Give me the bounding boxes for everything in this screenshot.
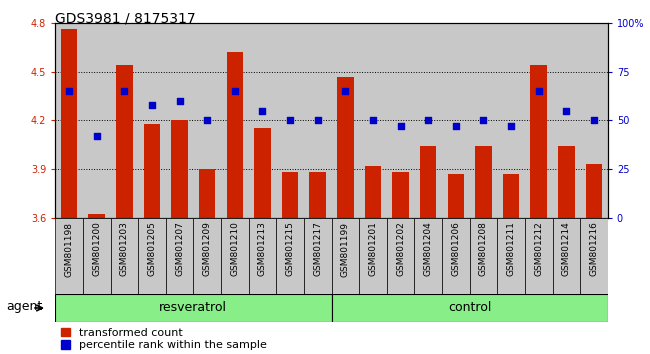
Bar — [525, 218, 552, 294]
Bar — [415, 218, 442, 294]
Text: GSM801209: GSM801209 — [203, 222, 212, 276]
Text: GSM801203: GSM801203 — [120, 222, 129, 276]
Text: GSM801201: GSM801201 — [369, 222, 378, 276]
Legend: transformed count, percentile rank within the sample: transformed count, percentile rank withi… — [61, 328, 266, 350]
Text: GSM801215: GSM801215 — [285, 222, 294, 276]
Bar — [281, 172, 298, 218]
Text: GSM801210: GSM801210 — [230, 222, 239, 276]
Bar — [116, 65, 133, 218]
Bar — [558, 146, 575, 218]
Bar — [309, 172, 326, 218]
Bar — [530, 65, 547, 218]
Bar — [144, 124, 161, 218]
Bar — [580, 218, 608, 294]
Bar — [61, 29, 77, 218]
Text: GSM801217: GSM801217 — [313, 222, 322, 276]
Text: GSM801206: GSM801206 — [451, 222, 460, 276]
Bar — [337, 76, 354, 218]
Text: GSM801200: GSM801200 — [92, 222, 101, 276]
Bar — [447, 174, 464, 218]
Point — [368, 118, 378, 123]
Text: control: control — [448, 302, 491, 314]
Point — [478, 118, 489, 123]
Point — [506, 124, 516, 129]
Bar — [586, 164, 602, 218]
Bar — [55, 294, 332, 322]
Bar — [332, 294, 608, 322]
Bar — [392, 172, 409, 218]
Bar — [111, 218, 138, 294]
Point — [313, 118, 323, 123]
Bar — [254, 129, 271, 218]
Point — [589, 118, 599, 123]
Bar — [194, 218, 221, 294]
Point — [202, 118, 213, 123]
Point — [64, 88, 74, 94]
Text: GSM801216: GSM801216 — [590, 222, 599, 276]
Bar — [387, 218, 415, 294]
Text: GSM801214: GSM801214 — [562, 222, 571, 276]
Point — [423, 118, 434, 123]
Point — [147, 102, 157, 108]
Bar — [497, 218, 525, 294]
Text: GSM801208: GSM801208 — [479, 222, 488, 276]
Text: GSM801202: GSM801202 — [396, 222, 405, 276]
Bar — [221, 218, 248, 294]
Bar — [420, 146, 437, 218]
Bar — [503, 174, 519, 218]
Text: GSM801211: GSM801211 — [506, 222, 515, 276]
Bar — [199, 169, 216, 218]
Bar — [88, 215, 105, 218]
Point — [119, 88, 129, 94]
Text: GSM801198: GSM801198 — [64, 222, 73, 276]
Point — [92, 133, 102, 139]
Point — [561, 108, 571, 113]
Text: GDS3981 / 8175317: GDS3981 / 8175317 — [55, 11, 196, 25]
Text: GSM801207: GSM801207 — [175, 222, 184, 276]
Bar — [166, 218, 194, 294]
Point — [534, 88, 544, 94]
Text: GSM801205: GSM801205 — [148, 222, 157, 276]
Bar — [475, 146, 491, 218]
Bar — [332, 218, 359, 294]
Bar — [304, 218, 332, 294]
Bar — [552, 218, 580, 294]
Point — [395, 124, 406, 129]
Point — [340, 88, 350, 94]
Bar — [365, 166, 381, 218]
Bar — [359, 218, 387, 294]
Bar — [248, 218, 276, 294]
Point — [285, 118, 295, 123]
Point — [450, 124, 461, 129]
Point — [229, 88, 240, 94]
Text: GSM801212: GSM801212 — [534, 222, 543, 276]
Bar — [469, 218, 497, 294]
Text: GSM801199: GSM801199 — [341, 222, 350, 276]
Bar — [172, 120, 188, 218]
Text: GSM801204: GSM801204 — [424, 222, 433, 276]
Text: GSM801213: GSM801213 — [258, 222, 267, 276]
Point — [257, 108, 268, 113]
Bar — [83, 218, 111, 294]
Bar — [227, 52, 243, 218]
Text: resveratrol: resveratrol — [159, 302, 228, 314]
Bar — [276, 218, 304, 294]
Text: agent: agent — [6, 300, 43, 313]
Bar — [138, 218, 166, 294]
Point — [174, 98, 185, 104]
Bar — [55, 218, 83, 294]
Bar — [442, 218, 469, 294]
